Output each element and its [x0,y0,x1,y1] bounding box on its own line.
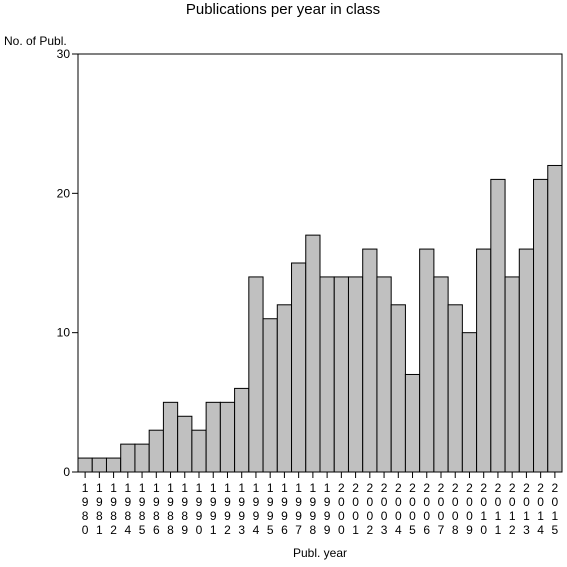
y-tick-label: 10 [57,326,71,340]
bar-2008 [447,304,463,473]
bar-1991 [205,401,221,473]
x-ticks-group: 1 9 8 0 1 9 8 1 1 9 8 2 1 9 8 4 1 9 8 5 1 9 8 6 1 9 8 8 1 9 8 9 1 9 9 0 1 9 9 1… [82,472,559,537]
bar-1994 [248,276,264,473]
bar-1995 [262,318,278,473]
bar-1989 [177,415,193,473]
bar-2000 [333,276,349,473]
y-axis-label: No. of Publ. [4,34,67,48]
bar-1992 [219,401,236,473]
bar-1998 [305,234,321,473]
bar-2007 [433,276,449,473]
bar-2014 [533,178,549,473]
bars-group [77,164,563,473]
bar-1985 [134,443,150,473]
bar-2015 [547,164,563,473]
bar-2002 [362,248,378,473]
bar-1981 [91,457,107,473]
y-tick-label: 30 [57,47,71,61]
bar-2004 [390,304,406,473]
plot-frame [77,53,563,473]
y-tick-label: 20 [57,186,71,200]
bar-1982 [105,457,122,473]
y-tick-label: 0 [63,465,70,479]
bar-1990 [191,429,207,473]
bar-1997 [291,262,307,473]
y-ticks-group: 0 10 20 30 [57,47,78,479]
bar-2012 [504,276,520,473]
bar-1999 [319,276,335,473]
bar-2003 [376,276,392,473]
bar-1993 [234,387,250,473]
bar-2013 [518,248,535,473]
x-axis-label: Publ. year [293,546,347,560]
bar-2009 [461,332,478,473]
bar-2010 [476,248,492,473]
bar-1988 [162,401,179,473]
bar-1984 [120,443,136,473]
bar-1996 [276,304,293,473]
bar-1980 [77,457,93,473]
bar-2005 [404,373,421,473]
bar-2011 [490,178,506,473]
bar-2001 [347,276,364,473]
bar-2006 [419,248,435,473]
chart-title: Publications per year in class [186,1,380,18]
bar-1986 [148,429,164,473]
